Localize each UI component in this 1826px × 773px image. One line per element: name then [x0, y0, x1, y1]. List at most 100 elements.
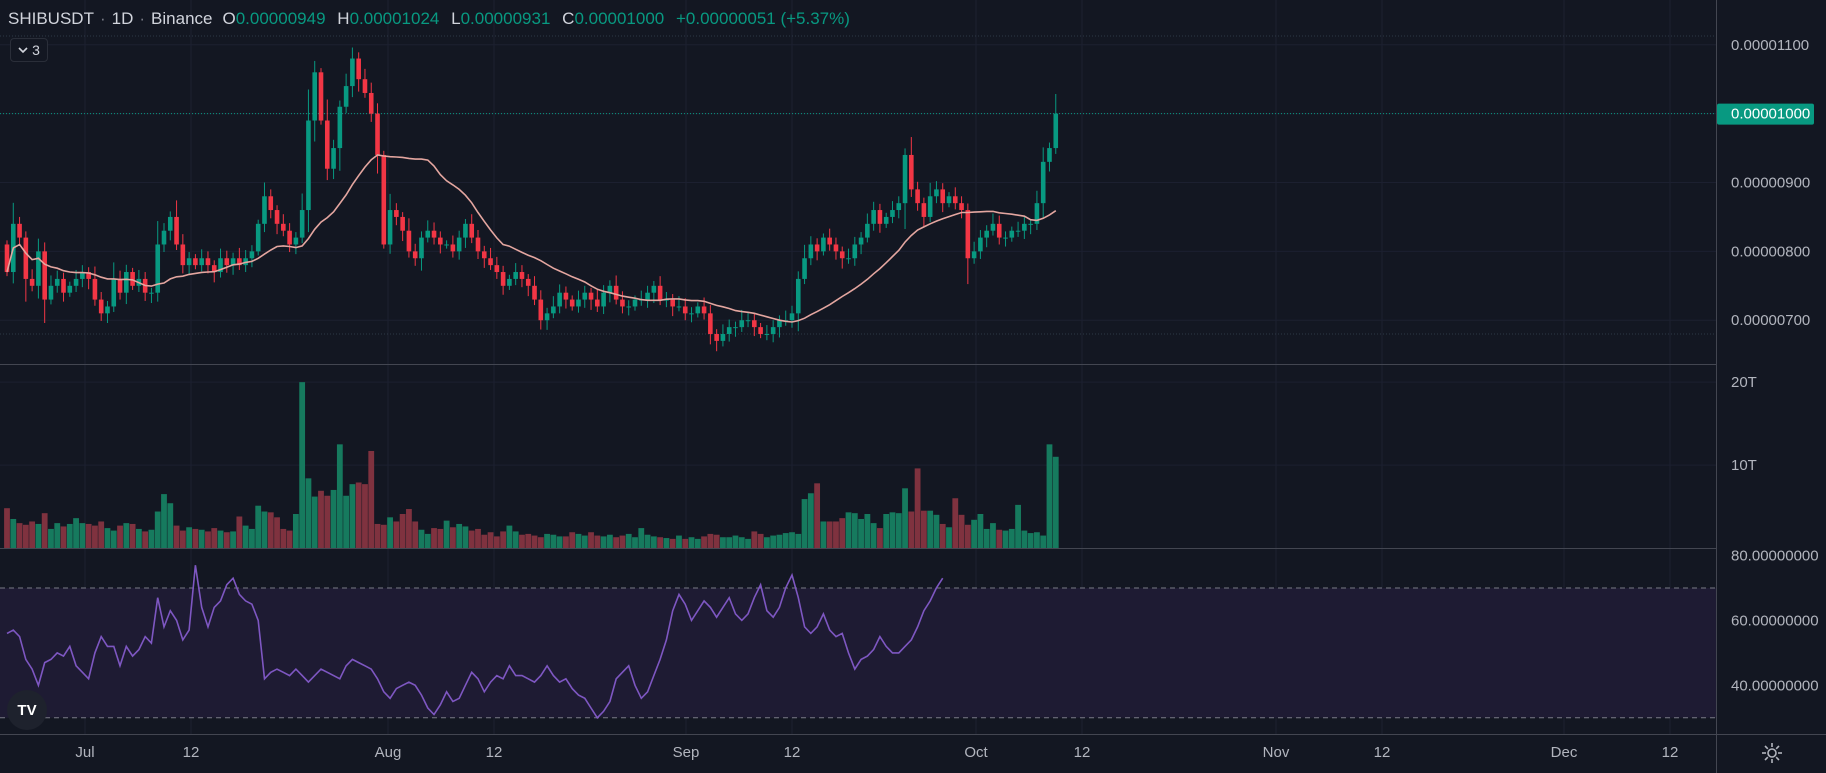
- volume-bar: [807, 493, 814, 548]
- volume-bar: [946, 527, 952, 548]
- candle-body: [350, 58, 355, 87]
- legend-separator: ·: [139, 9, 146, 28]
- time-tick-label: 12: [1074, 744, 1091, 761]
- candle-body: [865, 223, 870, 238]
- volume-bar: [550, 534, 557, 548]
- volume-bar: [66, 523, 73, 548]
- candle-body: [318, 72, 324, 121]
- last-price-label: 0.00001000: [1717, 103, 1814, 125]
- candle-body: [507, 278, 512, 286]
- volume-bar: [186, 527, 193, 548]
- candle-body: [494, 265, 500, 273]
- candle-body: [130, 272, 135, 286]
- candle-body: [620, 299, 625, 307]
- volume-bar: [236, 516, 243, 548]
- volume-bar: [745, 538, 751, 548]
- candle-body: [475, 237, 481, 252]
- rsi-band-fill: [0, 587, 1716, 718]
- candle-body: [230, 258, 236, 266]
- volume-bar: [1002, 530, 1009, 548]
- candle-body: [607, 285, 613, 293]
- gear-icon[interactable]: [1759, 740, 1785, 766]
- candle-body: [682, 306, 688, 314]
- volume-bar: [481, 534, 488, 548]
- volume-bar: [983, 528, 990, 548]
- candle-body: [199, 258, 204, 266]
- interval-label[interactable]: 1D: [111, 9, 134, 28]
- volume-bar: [531, 535, 538, 548]
- volume-bar: [600, 536, 607, 548]
- candle-body: [481, 251, 487, 259]
- low-value: 0.00000931: [460, 9, 551, 28]
- candle-body: [676, 306, 682, 308]
- candle-body: [406, 230, 412, 252]
- volume-bar: [996, 529, 1003, 548]
- candle-body: [224, 258, 230, 266]
- volume-bar: [789, 532, 795, 548]
- volume-bar: [318, 490, 324, 548]
- volume-bar: [374, 523, 381, 548]
- time-tick-label: 12: [784, 744, 801, 761]
- candle-body: [92, 278, 98, 300]
- volume-bar: [544, 533, 550, 548]
- candle-body: [155, 244, 161, 293]
- rsi-tick-label: 40.00000000: [1731, 677, 1819, 694]
- candle-body: [186, 258, 192, 266]
- tradingview-logo-icon[interactable]: TV: [7, 690, 47, 730]
- candle-body: [249, 251, 255, 259]
- candle-body: [802, 258, 807, 279]
- exchange-label: Binance: [151, 9, 213, 28]
- price-tick-label: 0.00000800: [1731, 243, 1810, 260]
- volume-bar: [694, 538, 701, 548]
- candle-body: [381, 154, 387, 245]
- candle-body: [1015, 230, 1021, 232]
- volume-bar: [135, 528, 142, 548]
- candle-body: [61, 278, 66, 293]
- volume-bar: [242, 525, 249, 548]
- time-axis[interactable]: Jul 12 Aug 12 Sep 12 Oct 12 Nov 12 Dec 12: [75, 744, 1678, 761]
- volume-bar: [820, 521, 827, 548]
- candle-body: [394, 210, 399, 217]
- volume-bar: [399, 514, 406, 548]
- volume-bar: [889, 512, 896, 548]
- volume-bar: [362, 484, 368, 548]
- candle-body: [29, 278, 35, 286]
- symbol-name[interactable]: SHIBUSDT: [8, 9, 94, 28]
- ohlc-values: O0.00000949 H0.00001024 L0.00000931 C0.0…: [222, 9, 856, 29]
- time-tick-label: 12: [1662, 744, 1679, 761]
- candle-body: [255, 223, 261, 252]
- candle-body: [821, 237, 826, 252]
- volume-bar: [738, 537, 745, 548]
- volume-bar: [864, 514, 871, 548]
- volume-bar: [117, 525, 123, 548]
- candle-body: [601, 292, 606, 307]
- candle-body: [368, 92, 374, 114]
- rsi-axis: 80.00000000 60.00000000 40.00000000: [1731, 547, 1819, 694]
- volume-bar: [795, 533, 802, 548]
- candle-body: [211, 265, 217, 273]
- candle-body: [952, 196, 958, 204]
- volume-bar: [443, 520, 450, 548]
- volume-bar: [355, 482, 362, 548]
- volume-bar: [569, 532, 576, 548]
- legend-separator: ·: [99, 9, 106, 28]
- candle-body: [689, 313, 694, 315]
- candle-body: [921, 203, 927, 217]
- candle-body: [167, 216, 173, 231]
- candle-body: [959, 203, 964, 211]
- candle-body: [745, 320, 751, 322]
- indicators-toggle-button[interactable]: 3: [10, 38, 48, 62]
- price-axis[interactable]: 0.00001100 0.00000900 0.00000800 0.00000700: [1731, 37, 1810, 329]
- candle-body: [218, 258, 223, 273]
- candle-body: [595, 299, 600, 307]
- candle-body: [519, 272, 525, 279]
- volume-bar: [173, 525, 180, 548]
- candle-body: [362, 79, 368, 93]
- candle-body: [513, 272, 518, 279]
- volume-bar: [713, 534, 720, 548]
- volume-bar: [179, 530, 186, 548]
- volume-bar: [10, 518, 17, 548]
- candle-body: [105, 306, 110, 314]
- volume-bar: [267, 512, 274, 548]
